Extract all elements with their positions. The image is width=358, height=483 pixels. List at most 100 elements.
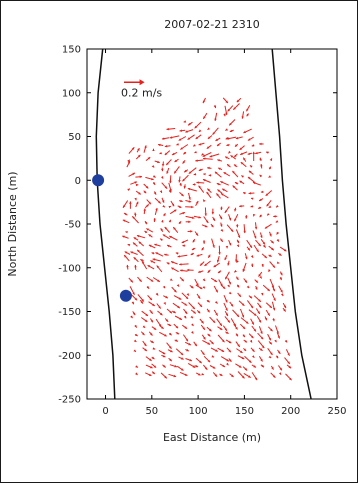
vector-arrowhead <box>164 152 168 155</box>
y-tick-label: -200 <box>58 351 81 362</box>
vector-arrowhead <box>225 156 228 159</box>
vector-arrowhead <box>256 249 259 252</box>
vector-arrowhead <box>171 267 174 270</box>
vector-arrowhead <box>260 164 263 167</box>
vector-arrowhead <box>157 160 160 164</box>
vector-arrowhead <box>147 265 151 268</box>
vector-arrowhead <box>207 166 210 170</box>
vector-arrowhead <box>283 305 286 309</box>
vector-arrowhead <box>224 257 227 261</box>
vector-arrowhead <box>235 327 238 330</box>
vector-arrowhead <box>190 285 194 289</box>
vector-arrowhead <box>268 205 272 208</box>
vector-arrowhead <box>261 364 264 368</box>
vector-arrowhead <box>258 299 261 302</box>
y-axis-label: North Distance (m) <box>6 171 19 276</box>
vector-arrowhead <box>271 247 274 251</box>
vector-arrowhead <box>209 155 213 158</box>
vector-arrowhead <box>235 136 239 140</box>
vector-arrowhead <box>258 319 261 323</box>
vector-arrowhead <box>181 278 184 282</box>
vector-arrowhead <box>155 252 159 255</box>
plot-area <box>86 48 338 400</box>
vector-arrowhead <box>203 179 206 182</box>
vector-arrowhead <box>217 143 220 146</box>
vector-arrowhead <box>195 365 199 368</box>
vector-arrowhead <box>148 373 152 376</box>
vector-arrowhead <box>177 305 180 309</box>
vector-arrowhead <box>283 309 286 312</box>
x-tick-label: 150 <box>235 406 254 417</box>
x-axis-ticks: 0 50 100 150 200 250 <box>102 49 347 417</box>
vector-arrowhead <box>129 201 132 204</box>
vector-arrowhead <box>250 305 253 309</box>
x-tick-label: 200 <box>281 406 300 417</box>
vector-arrowhead <box>161 164 165 167</box>
vector-arrowhead <box>127 161 130 164</box>
vector-arrowhead <box>178 180 181 183</box>
vector-arrowhead <box>192 239 196 243</box>
vector-arrowhead <box>144 348 147 351</box>
vector-arrowhead <box>225 245 229 249</box>
vector-arrowhead <box>184 169 187 173</box>
vector-arrowhead <box>262 241 265 245</box>
vector-arrowhead <box>276 232 279 235</box>
vector-arrowhead <box>131 147 135 150</box>
vector-arrowhead <box>251 335 254 339</box>
vector-arrowhead <box>150 365 153 369</box>
vector-arrowhead <box>268 337 271 341</box>
markers <box>92 174 132 302</box>
vector-arrowhead <box>253 313 257 316</box>
vector-arrowhead <box>236 284 240 288</box>
vector-arrowhead <box>266 203 269 207</box>
vector-arrowhead <box>234 269 237 273</box>
vector-arrowhead <box>187 137 191 140</box>
vector-arrowhead <box>153 175 156 178</box>
vector-arrowhead <box>165 319 169 322</box>
vector-arrowhead <box>260 235 263 238</box>
vector-arrowhead <box>169 278 173 281</box>
vector-arrowhead <box>185 296 189 299</box>
vector-arrowhead <box>236 277 239 280</box>
vector-arrowhead <box>180 147 183 150</box>
vector-arrowhead <box>145 185 149 189</box>
vector-arrowhead <box>184 373 188 376</box>
vector-arrowhead <box>226 137 230 140</box>
vector-arrowhead <box>180 269 183 272</box>
vector-arrowhead <box>188 342 191 346</box>
vector-arrowhead <box>214 118 217 121</box>
vector-arrowhead <box>206 146 210 149</box>
vector-arrowhead <box>207 270 211 273</box>
vector-arrowhead <box>220 207 223 210</box>
vector-arrowhead <box>226 362 229 366</box>
vector-arrowhead <box>166 262 170 265</box>
vector-arrowhead <box>248 177 251 180</box>
vector-arrowhead <box>144 343 147 347</box>
vector-arrowhead <box>236 314 239 317</box>
y-tick-label: 100 <box>62 88 81 99</box>
vector-arrowhead <box>202 327 205 330</box>
vector-arrowhead <box>131 301 134 305</box>
vector-arrowhead <box>133 349 136 352</box>
vector-arrowhead <box>200 263 203 266</box>
vector-arrowhead <box>141 298 144 302</box>
vector-arrowhead <box>188 220 191 224</box>
vector-arrowhead <box>193 173 197 176</box>
vector-arrowhead <box>287 353 290 356</box>
vector-arrowhead <box>186 348 189 352</box>
vector-arrowhead <box>225 313 228 316</box>
vector-arrowhead <box>227 320 230 323</box>
vector-arrowhead <box>178 297 182 300</box>
vector-arrowhead <box>258 243 261 247</box>
vector-arrowhead <box>243 157 246 161</box>
vector-arrowhead <box>213 105 217 109</box>
vector-arrowhead <box>188 197 191 200</box>
vector-arrowhead <box>242 326 246 329</box>
vector-arrowhead <box>240 152 243 155</box>
vector-arrowhead <box>215 301 218 304</box>
vector-arrowhead <box>234 218 237 222</box>
vector-arrowhead <box>164 145 168 148</box>
vector-arrowhead <box>251 144 255 147</box>
vector-arrowhead <box>188 171 192 174</box>
vector-arrowhead <box>254 226 258 230</box>
